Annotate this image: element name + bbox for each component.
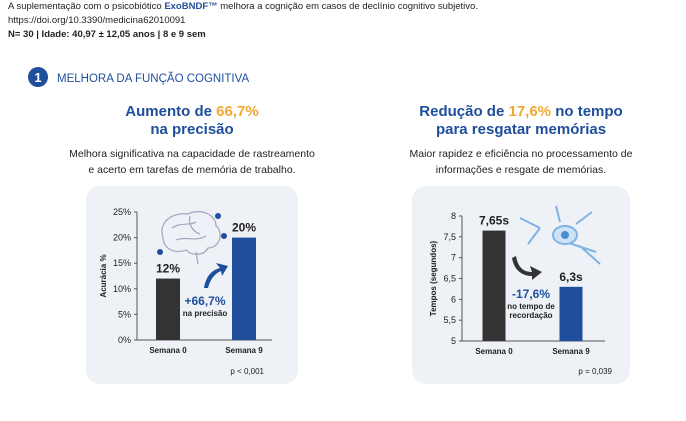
annotation: na precisão [183, 309, 228, 318]
headline-highlight: 17,6% [508, 103, 551, 120]
description: e acerto em tarefas de memória de trabal… [88, 164, 295, 176]
p-value: p < 0,001 [230, 367, 264, 376]
y-tick-label: 20% [113, 233, 131, 243]
bar [232, 237, 256, 340]
y-tick-label: 15% [113, 258, 131, 268]
headline: Redução de 17,6% no tempo [419, 103, 622, 120]
headline-text: no tempo [555, 103, 623, 120]
y-axis-label: Tempos (segundos) [429, 240, 438, 316]
y-axis-label: Acurácia % [99, 254, 108, 297]
y-tick-label: 6 [451, 294, 456, 304]
intro-text: melhora a cognição em casos de declínio … [220, 1, 478, 12]
description: informações e resgate de memórias. [436, 164, 606, 176]
section-title: MELHORA DA FUNÇÃO COGNITIVA [57, 72, 249, 85]
annotation: -17,6% [512, 287, 550, 301]
intro: A suplementação com o psicobiótico ExoBN… [8, 1, 478, 12]
bar [559, 286, 583, 341]
y-tick-label: 0% [118, 335, 131, 345]
card [412, 186, 630, 384]
section-badge [28, 67, 48, 87]
sample: N= 30 | Idade: 40,97 ± 12,05 anos | 8 e … [8, 29, 206, 40]
y-tick-label: 5 [451, 336, 456, 346]
bar [156, 278, 180, 340]
neuron-icon [519, 205, 601, 265]
value-label: 12% [156, 262, 180, 276]
arrow [204, 263, 228, 288]
y-tick-label: 7 [451, 253, 456, 263]
x-tick-label: Semana 9 [225, 346, 263, 355]
value-label: 6,3s [559, 270, 583, 284]
headline-text: Redução de [419, 103, 504, 120]
y-tick-label: 5,5 [443, 315, 456, 325]
y-tick-label: 6,5 [443, 274, 456, 284]
annotation: recordação [509, 311, 552, 320]
annotation: +66,7% [184, 294, 225, 308]
value-label: 7,65s [479, 214, 509, 228]
y-tick-label: 8 [451, 211, 456, 221]
annotation: no tempo de [507, 302, 555, 311]
arrow [512, 256, 542, 280]
y-tick-label: 7,5 [443, 232, 456, 242]
headline: para resgatar memórias [436, 121, 606, 138]
intro-text: A suplementação com o psicobiótico [8, 1, 162, 12]
x-tick-label: Semana 0 [149, 346, 187, 355]
section-number: 1 [34, 70, 41, 85]
headline: Aumento de 66,7% [125, 103, 258, 120]
brain-icon [157, 211, 227, 265]
doi: https://doi.org/10.3390/medicina62010091 [8, 15, 185, 26]
description: Maior rapidez e eficiência no processame… [410, 148, 633, 160]
headline-text: Aumento de [125, 103, 212, 120]
description: Melhora significativa na capacidade de r… [69, 148, 315, 160]
p-value: p = 0,039 [578, 367, 612, 376]
y-tick-label: 25% [113, 207, 131, 217]
x-tick-label: Semana 9 [552, 347, 590, 356]
bar [482, 230, 506, 341]
product: ExoBNDF™ [164, 1, 217, 12]
headline: na precisão [150, 121, 233, 138]
y-tick-label: 10% [113, 284, 131, 294]
x-tick-label: Semana 0 [475, 347, 513, 356]
headline-highlight: 66,7% [216, 103, 259, 120]
y-tick-label: 5% [118, 309, 131, 319]
value-label: 20% [232, 221, 256, 235]
